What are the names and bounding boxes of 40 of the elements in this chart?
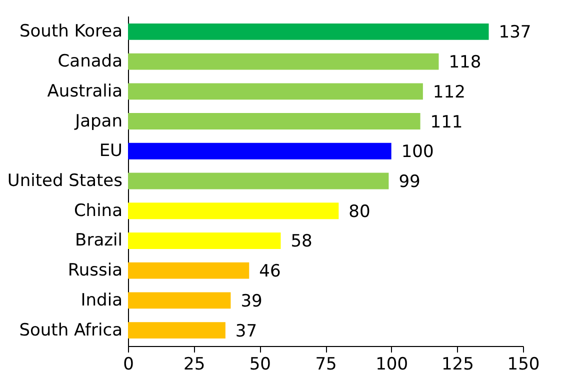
bar xyxy=(128,292,231,309)
y-tick-label: South Korea xyxy=(19,22,122,42)
y-tick-label: Brazil xyxy=(75,230,122,251)
x-tick-label: 150 xyxy=(507,354,540,374)
data-label: 58 xyxy=(290,232,312,252)
data-label: 80 xyxy=(348,202,370,222)
y-tick-label: Canada xyxy=(58,52,122,72)
data-label: 99 xyxy=(398,172,420,192)
data-label: 100 xyxy=(401,142,434,162)
data-label: 46 xyxy=(259,262,281,282)
data-label: 39 xyxy=(240,291,262,312)
bar xyxy=(128,142,392,160)
y-tick-label: Australia xyxy=(47,81,122,102)
x-tick-label: 100 xyxy=(376,354,408,374)
data-label: 112 xyxy=(432,82,466,102)
bar xyxy=(128,202,339,220)
y-tick-label: China xyxy=(74,200,122,221)
data-label: 37 xyxy=(235,321,258,342)
bar xyxy=(128,113,420,130)
x-tick-label: 50 xyxy=(249,354,271,374)
bar xyxy=(128,262,250,279)
y-tick-label: United States xyxy=(7,171,123,191)
x-tick-label: 25 xyxy=(184,354,206,374)
bar xyxy=(128,23,489,40)
x-tick-label: 0 xyxy=(123,354,134,374)
y-tick-label: South Africa xyxy=(19,320,122,340)
bar xyxy=(128,53,439,70)
bar xyxy=(128,322,226,339)
y-tick-label: India xyxy=(80,290,122,310)
x-tick-label: 125 xyxy=(441,354,474,374)
data-label: 137 xyxy=(498,22,532,43)
y-tick-label: Russia xyxy=(68,260,122,281)
bar xyxy=(128,83,423,100)
y-tick-label: EU xyxy=(99,141,122,162)
data-label: 118 xyxy=(448,52,482,73)
bar xyxy=(128,232,281,249)
data-label: 111 xyxy=(430,112,463,132)
y-tick-label: Japan xyxy=(74,111,122,132)
bar xyxy=(128,172,389,190)
x-tick-label: 75 xyxy=(315,354,337,374)
